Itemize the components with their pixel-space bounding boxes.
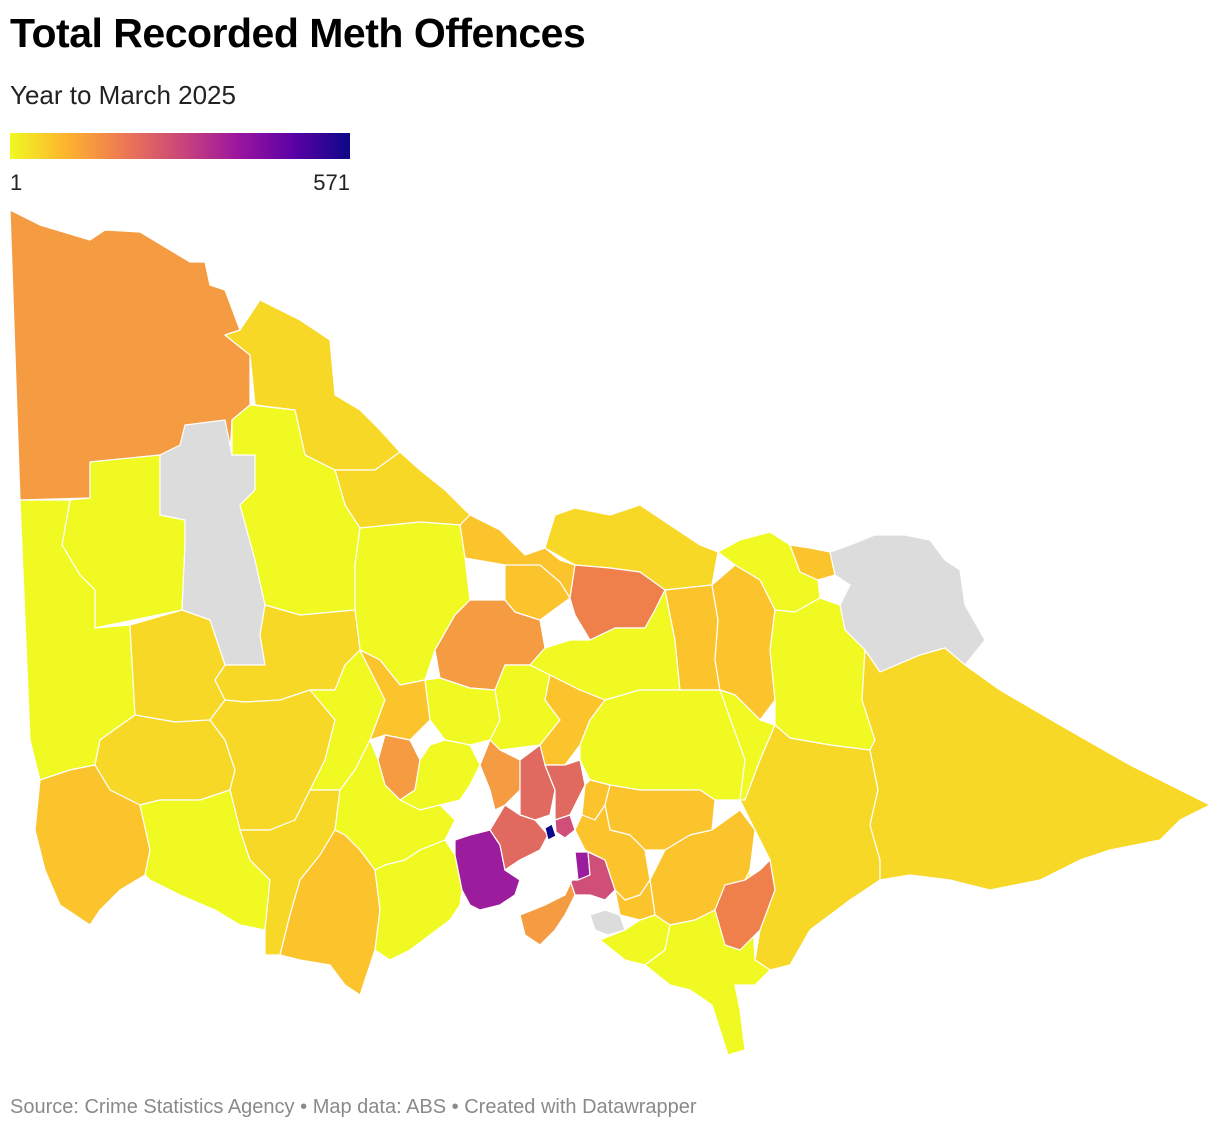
region-glenelg bbox=[34, 764, 151, 926]
region-hume bbox=[519, 744, 556, 821]
chart-subtitle: Year to March 2025 bbox=[10, 80, 236, 110]
region-east-gippsland bbox=[861, 647, 1211, 891]
footer-separator-1: • bbox=[294, 1096, 313, 1118]
region-inner-melbourne bbox=[544, 823, 557, 841]
region-casey bbox=[569, 851, 616, 901]
legend-max-label: 571 bbox=[313, 170, 350, 195]
region-melton bbox=[479, 739, 521, 811]
region-colac-otway bbox=[374, 839, 463, 961]
region-central-goldfields bbox=[359, 649, 431, 741]
region-mitchell-n bbox=[504, 564, 571, 621]
region-brimbank bbox=[489, 804, 549, 871]
footer-source: Source: Crime Statistics Agency bbox=[10, 1096, 295, 1118]
region-west-grampians bbox=[94, 714, 236, 806]
region-wangaratta bbox=[711, 564, 776, 721]
region-latrobe bbox=[714, 859, 776, 951]
region-golden-plains bbox=[334, 739, 456, 871]
region-horsham bbox=[129, 609, 226, 723]
port-phillip-bay bbox=[499, 844, 576, 916]
chart-title: Total Recorded Meth Offences bbox=[10, 10, 586, 56]
legend-min-label: 1 bbox=[10, 170, 23, 195]
footer-credit: Created with Datawrapper bbox=[464, 1096, 697, 1118]
color-legend: 1 571 bbox=[10, 133, 350, 196]
footer-map-data: Map data: ABS bbox=[312, 1096, 447, 1118]
footer-separator-2: • bbox=[446, 1096, 465, 1118]
region-wellington bbox=[739, 724, 881, 971]
victoria-choropleth-map bbox=[9, 209, 1211, 1056]
region-cardinia bbox=[614, 879, 656, 921]
footer-credits: Source: Crime Statistics Agency • Map da… bbox=[10, 1096, 697, 1119]
region-inner-north bbox=[554, 814, 576, 839]
legend-gradient-bar bbox=[10, 133, 350, 159]
